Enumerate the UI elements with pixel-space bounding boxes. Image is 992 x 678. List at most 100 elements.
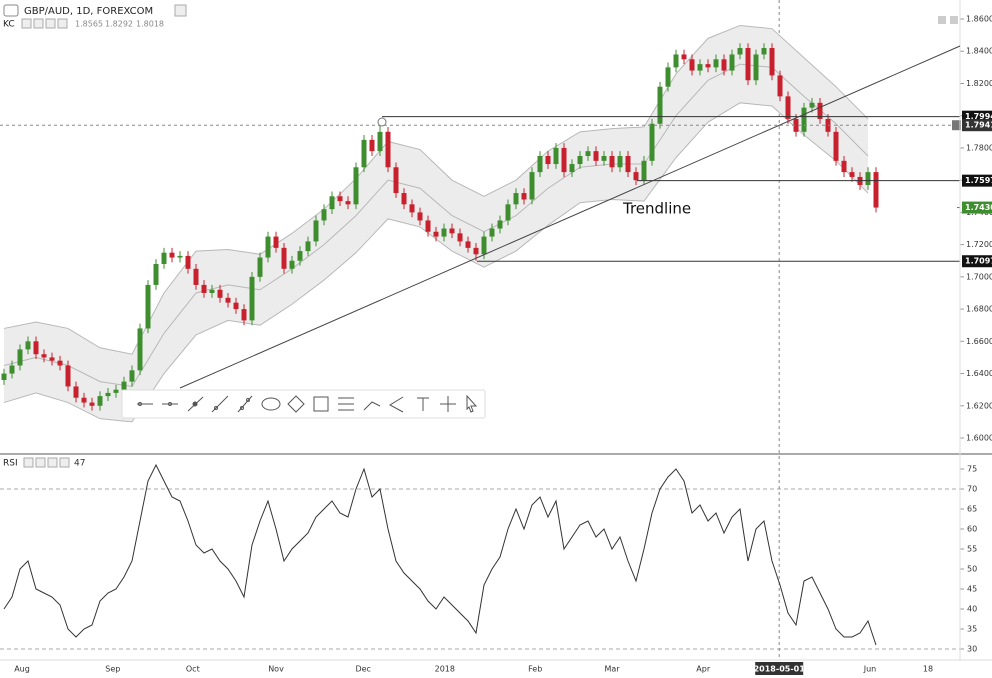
tool-angle[interactable] <box>388 396 404 413</box>
tool-text[interactable] <box>417 397 429 411</box>
y-tick-label: 1.7200 <box>966 240 992 249</box>
tool-rotated-rect[interactable] <box>287 395 305 413</box>
y-tick-label: 30 <box>967 645 977 654</box>
candle-body <box>441 228 447 237</box>
crosshair-label-bg <box>962 119 992 132</box>
candle-body <box>161 252 167 264</box>
candle-body <box>1 373 7 380</box>
candle-body <box>665 67 671 87</box>
candle-body <box>569 164 575 173</box>
candle-body <box>553 147 559 165</box>
last-price-bg <box>962 201 992 214</box>
indicator-icon[interactable] <box>45 18 56 29</box>
tool-cursor[interactable] <box>466 394 478 413</box>
indicator-icon[interactable] <box>47 457 58 468</box>
candle-body <box>489 228 495 237</box>
pane-button[interactable] <box>938 16 946 24</box>
candle-body <box>713 59 719 68</box>
candle-body <box>577 155 583 165</box>
y-tick-label: 1.6400 <box>966 369 992 378</box>
tool-ellipse[interactable] <box>261 397 281 411</box>
indicator-icon[interactable] <box>35 457 46 468</box>
candle-body <box>657 86 663 124</box>
pane-button[interactable] <box>950 16 958 24</box>
candle-body <box>745 48 751 81</box>
candle-body <box>481 236 487 255</box>
x-tick-label: Oct <box>186 665 200 674</box>
candle-body <box>353 167 359 205</box>
y-tick-label: 40 <box>967 605 977 614</box>
y-tick-label: 1.8400 <box>966 47 992 56</box>
candle-body <box>673 54 679 68</box>
collapse-icon[interactable] <box>3 4 19 17</box>
level-label-bg <box>962 255 992 268</box>
y-tick-label: 60 <box>967 525 977 534</box>
indicator-icon[interactable] <box>23 457 34 468</box>
drawing-handle[interactable] <box>377 117 387 127</box>
candle-body <box>113 389 119 393</box>
candle-body <box>369 139 375 152</box>
candle-body <box>73 386 79 398</box>
candle-body <box>521 193 527 200</box>
x-tick-label: Nov <box>268 665 284 674</box>
candle-body <box>689 59 695 71</box>
tool-extended-line[interactable] <box>237 395 253 413</box>
indicator-value: 1.8018 <box>136 20 164 29</box>
crosshair-label-bg <box>755 662 804 675</box>
indicator-icon[interactable] <box>57 18 68 29</box>
candle-body <box>457 233 463 242</box>
tool-rectangle[interactable] <box>313 396 329 412</box>
candle-body <box>249 276 255 321</box>
candle-body <box>321 209 327 221</box>
x-tick-label: Sep <box>105 665 120 674</box>
indicator-icon[interactable] <box>59 457 70 468</box>
tool-path[interactable] <box>363 401 381 411</box>
x-tick-label: 2018 <box>435 665 455 674</box>
indicator-value: 47 <box>74 459 85 469</box>
candle-body <box>385 131 391 168</box>
crosshair-plus <box>952 120 961 131</box>
trendline[interactable] <box>179 45 961 389</box>
y-tick-label: 1.7000 <box>966 272 992 281</box>
candle-body <box>209 289 215 293</box>
candle-body <box>81 397 87 403</box>
tool-ray[interactable] <box>211 395 229 413</box>
candle-body <box>609 155 615 168</box>
candle-body <box>129 370 135 382</box>
tool-trend-line[interactable] <box>187 396 204 412</box>
candle-body <box>289 260 295 269</box>
candle-body <box>417 212 423 221</box>
candle-body <box>641 160 647 181</box>
tool-horizontal-line[interactable] <box>162 402 178 406</box>
indicator-icon[interactable] <box>33 18 44 29</box>
tool-horizontal-ray[interactable] <box>137 402 153 406</box>
y-tick-label: 75 <box>967 465 977 474</box>
drawing-toolbar <box>121 389 486 419</box>
candle-body <box>761 48 767 55</box>
candle-body <box>865 172 871 186</box>
level-label: 1.7994 <box>965 112 992 121</box>
candle-body <box>89 402 95 406</box>
legend-header: GBP/AUD, 1D, FOREXCOM KC 1.8565 1.8292 1… <box>3 4 958 30</box>
candle-body <box>777 75 783 97</box>
y-tick-label: 1.6600 <box>966 337 992 346</box>
candle-body <box>801 107 807 132</box>
tool-crosshair[interactable] <box>440 396 456 412</box>
indicator-name: KC <box>3 20 15 30</box>
symbol: GBP/AUD, 1D, FOREXCOM <box>24 6 153 17</box>
candle-body <box>33 341 39 355</box>
candle-body <box>737 48 743 55</box>
candle-body <box>513 193 519 205</box>
candle-body <box>345 201 351 205</box>
settings-icon[interactable] <box>174 4 187 17</box>
last-price-label: 1.7430 <box>965 203 992 212</box>
candle-body <box>409 204 415 213</box>
candle-body <box>233 302 239 310</box>
candle-body <box>41 354 47 358</box>
tool-parallel-channel[interactable] <box>338 397 354 411</box>
indicator-icon[interactable] <box>21 18 32 29</box>
candle-body <box>785 96 791 119</box>
